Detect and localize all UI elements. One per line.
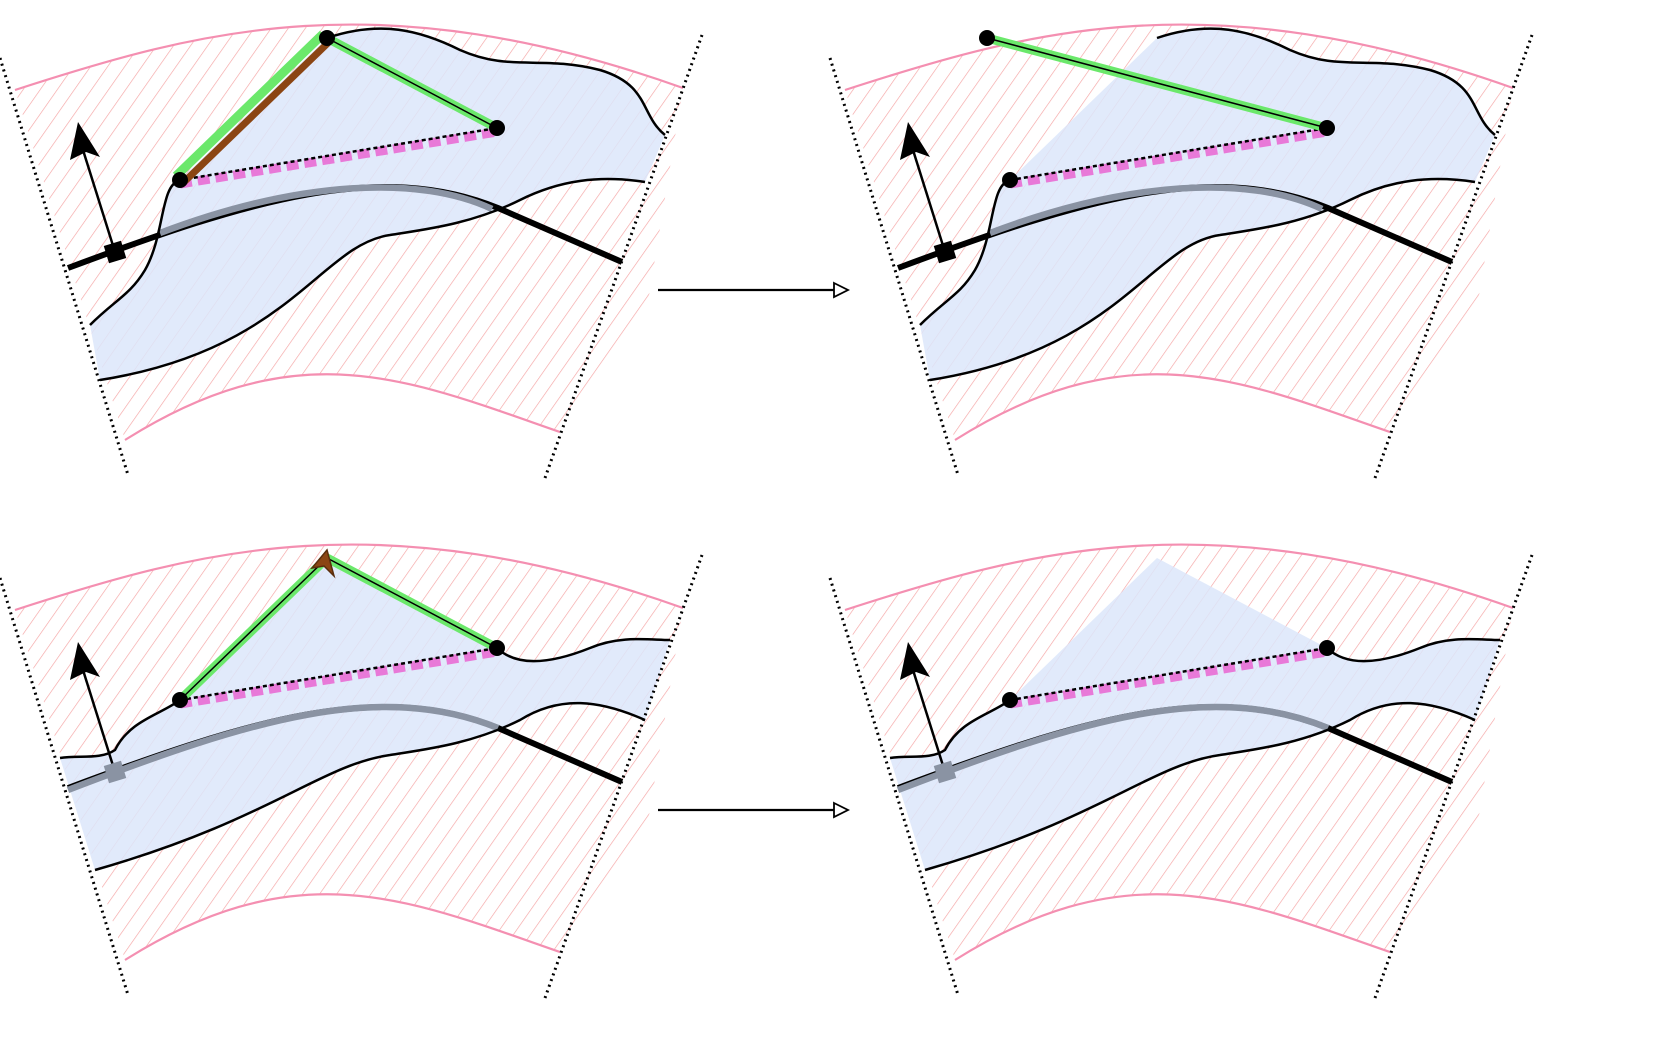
right-dotted-spine bbox=[543, 554, 704, 999]
normal-vector-base-marker bbox=[933, 760, 957, 784]
band-top-border bbox=[14, 543, 684, 612]
region-upper-boundary-left bbox=[59, 698, 181, 760]
panel-top-left bbox=[0, 23, 704, 479]
vertex-right bbox=[489, 120, 505, 136]
band-bottom-border bbox=[954, 373, 1391, 441]
left-dotted-spine bbox=[828, 577, 960, 996]
vertex-left bbox=[172, 692, 188, 708]
normal-vector-arrowhead bbox=[70, 122, 100, 160]
dashed-edge-black bbox=[1009, 646, 1328, 702]
left-dotted-spine bbox=[0, 57, 130, 476]
band-top-border bbox=[844, 23, 1514, 92]
region-lower-boundary bbox=[94, 701, 646, 872]
normal-vector-arrowhead bbox=[900, 122, 930, 160]
region-upper-boundary-left bbox=[89, 178, 181, 326]
right-dotted-spine bbox=[543, 34, 704, 479]
vertex-left bbox=[1002, 172, 1018, 188]
panel-bottom-left bbox=[0, 543, 704, 999]
right-dotted-spine bbox=[1373, 554, 1534, 999]
green-edge-right-core bbox=[326, 557, 498, 649]
band-top-border bbox=[844, 543, 1514, 612]
normal-vector-shaft bbox=[911, 149, 947, 253]
gray-curve-segment bbox=[988, 184, 1324, 237]
region-fill bbox=[890, 558, 1500, 870]
transition-arrow-head bbox=[833, 281, 851, 299]
band-top-border bbox=[14, 23, 684, 92]
vertex-right bbox=[489, 640, 505, 656]
region-fill bbox=[920, 28, 1495, 380]
normal-vector-base-marker bbox=[103, 240, 127, 264]
green-edge-right-core bbox=[986, 37, 1328, 129]
vertex-left bbox=[172, 172, 188, 188]
green-edge-left bbox=[172, 30, 327, 180]
right-dotted-spine bbox=[1373, 34, 1534, 479]
region-fill bbox=[90, 28, 665, 380]
normal-vector-arrowhead bbox=[900, 642, 930, 680]
vertex-top bbox=[979, 30, 995, 46]
gray-curve-segment bbox=[896, 703, 1330, 794]
region-upper-boundary-left bbox=[889, 698, 1011, 760]
left-dotted-spine bbox=[828, 57, 960, 476]
region-upper-boundary-right bbox=[1326, 637, 1501, 663]
region-upper-boundary-right bbox=[1156, 27, 1496, 136]
normal-vector-arrowhead bbox=[70, 642, 100, 680]
gray-curve-segment bbox=[66, 703, 500, 794]
brown-arrow-tip bbox=[310, 548, 336, 579]
band-bottom-border bbox=[124, 893, 561, 961]
region-upper-boundary-right bbox=[326, 27, 666, 136]
vertex-right bbox=[1319, 120, 1335, 136]
band-bottom-border bbox=[124, 373, 561, 441]
region-upper-boundary-left bbox=[919, 178, 1011, 326]
panel-top-right bbox=[828, 23, 1534, 479]
brown-edge-left bbox=[180, 38, 333, 186]
left-dotted-spine bbox=[0, 577, 130, 996]
band-bottom-border bbox=[954, 893, 1391, 961]
normal-vector-shaft bbox=[81, 149, 117, 253]
bottom-transition-arrow bbox=[658, 801, 851, 819]
region-lower-boundary bbox=[99, 177, 646, 382]
region-lower-boundary bbox=[929, 177, 1476, 382]
region-lower-boundary bbox=[924, 701, 1476, 872]
normal-vector-shaft bbox=[911, 669, 947, 773]
dashed-edge-black bbox=[179, 126, 498, 182]
region-fill bbox=[60, 558, 670, 870]
vertex-right bbox=[1319, 640, 1335, 656]
normal-vector-base-marker bbox=[933, 240, 957, 264]
dashed-edge-black bbox=[179, 646, 498, 702]
top-transition-arrow bbox=[658, 281, 851, 299]
green-edge-left-core bbox=[179, 557, 328, 701]
normal-vector-base-marker bbox=[103, 760, 127, 784]
dashed-edge-black bbox=[1009, 126, 1328, 182]
gray-curve-segment bbox=[158, 184, 494, 237]
vertex-left bbox=[1002, 692, 1018, 708]
normal-vector-shaft bbox=[81, 669, 117, 773]
transition-arrow-head bbox=[833, 801, 851, 819]
region-upper-boundary-right bbox=[496, 637, 671, 663]
green-edge-right-core bbox=[326, 37, 498, 129]
vertex-top bbox=[319, 30, 335, 46]
panel-bottom-right bbox=[828, 543, 1534, 999]
